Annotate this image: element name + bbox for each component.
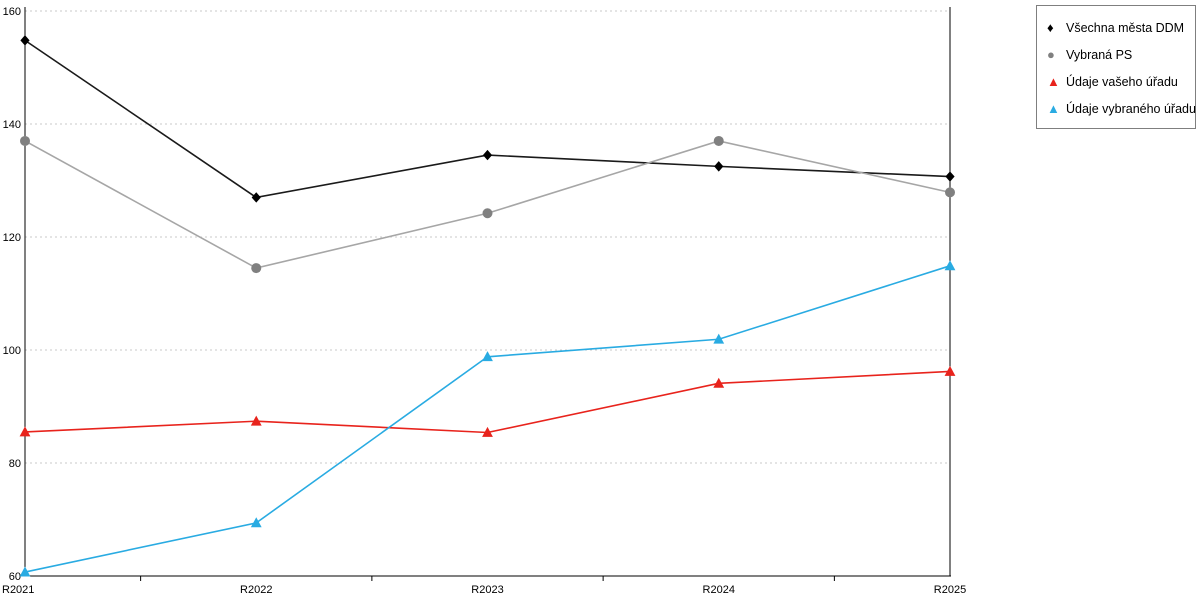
series-line <box>24 370 951 434</box>
line-chart: 60 80 100 120 140 160 R2021 R2022 R2023 R2024 R202… <box>2 6 966 596</box>
triangle-icon: ▲ <box>1047 74 1060 89</box>
legend-item: ▲ Údaje vašeho úřadu <box>1047 68 1189 95</box>
legend-label: Údaje vašeho úřadu <box>1066 74 1178 89</box>
triangle-marker <box>482 351 493 362</box>
circle-marker <box>713 135 724 146</box>
y-axis-tick-label: 60 <box>9 571 21 583</box>
triangle-marker <box>482 426 493 437</box>
circle-marker <box>251 263 262 274</box>
circle-marker <box>482 208 493 219</box>
legend-label: Všechna města DDM <box>1066 20 1185 35</box>
diamond-marker <box>20 35 30 46</box>
legend-item: ♦ Všechna města DDM <box>1047 14 1189 41</box>
triangle-marker <box>713 377 725 388</box>
triangle-icon: ▲ <box>1047 101 1060 116</box>
triangle-marker <box>944 260 956 271</box>
y-axis-tick-label: 160 <box>3 6 21 18</box>
legend: ♦ Všechna města DDM ● Vybraná PS ▲ Údaje… <box>1036 5 1196 129</box>
triangle-marker <box>713 333 725 344</box>
y-axis-tick-label: 100 <box>3 345 21 357</box>
legend-item: ▲ Údaje vybraného úřadu <box>1047 95 1196 122</box>
x-axis-tick-label: R2021 <box>2 584 34 596</box>
circle-marker <box>945 187 955 198</box>
x-axis-tick-label: R2023 <box>471 584 503 596</box>
legend-label: Údaje vybraného úřadu <box>1066 101 1196 116</box>
y-axis-tick-label: 120 <box>3 232 21 244</box>
y-axis-tick-label: 140 <box>3 119 21 131</box>
legend-label: Vybraná PS <box>1066 47 1133 62</box>
circle-marker <box>20 135 30 146</box>
triangle-marker <box>250 517 262 528</box>
triangle-marker <box>19 566 31 577</box>
x-axis-tick-label: R2025 <box>934 584 966 596</box>
diamond-icon: ♦ <box>1047 20 1054 35</box>
legend-item: ● Vybraná PS <box>1047 41 1189 68</box>
series-line <box>24 265 951 573</box>
series-line <box>24 39 951 199</box>
x-axis-tick-label: R2024 <box>703 584 735 596</box>
diamond-marker <box>482 149 493 161</box>
circle-icon: ● <box>1047 47 1055 62</box>
diamond-marker <box>945 171 955 182</box>
triangle-marker <box>19 426 31 437</box>
diamond-marker <box>251 192 261 203</box>
x-axis-tick-label: R2022 <box>240 584 272 596</box>
diamond-marker <box>714 161 724 172</box>
triangle-marker <box>944 365 956 376</box>
triangle-marker <box>250 415 262 426</box>
y-axis-tick-label: 80 <box>9 458 21 470</box>
